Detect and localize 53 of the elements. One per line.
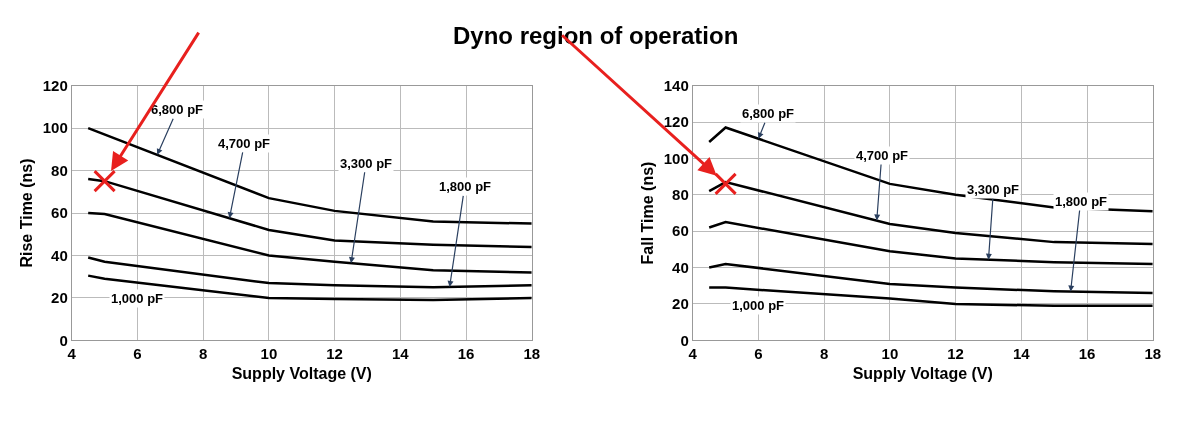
text: Dyno region of operation [453,22,739,49]
y-tick-label: 60 [51,204,68,222]
line-series [86,211,532,274]
y-tick-label: 120 [42,76,68,94]
x-tick-label: 8 [199,345,208,363]
text: 4,700 pF [218,136,271,151]
y-tick-label: 0 [680,331,689,349]
line-series [707,262,1153,295]
y-tick-label: 80 [672,186,689,204]
y-tick-label: 40 [672,258,689,276]
line-series [707,180,1153,246]
line-series [86,177,532,249]
y-axis-title: Fall Time (ns) [638,161,656,265]
x-tick-label: 4 [67,345,77,363]
x-tick-label: 4 [688,345,698,363]
y-tick-label: 60 [672,222,689,240]
text: 6,800 pF [151,102,204,117]
text: 3,300 pF [340,156,393,171]
line-series [86,256,532,289]
x-tick-label: 18 [523,345,541,363]
y-tick-label: 120 [663,113,689,131]
series-label: 6,800 pF [742,106,795,121]
text: 1,800 pF [1055,194,1108,209]
y-tick-label: 100 [663,149,689,167]
x-tick-label: 12 [326,345,343,363]
x-tick-label: 16 [1078,345,1096,363]
x-axis-title: Supply Voltage (V) [852,365,993,383]
line-series [86,126,532,225]
series-label: 1,000 pF [732,298,785,313]
x-axis-title: Supply Voltage (V) [231,365,372,383]
x-tick-label: 8 [820,345,829,363]
y-tick-label: 20 [672,295,689,313]
x-tick-label: 14 [1012,345,1031,363]
y-tick-label: 0 [59,331,68,349]
y-tick-label: 140 [663,76,689,94]
x-tick-label: 10 [881,345,899,363]
x-tick-label: 6 [754,345,763,363]
y-tick-label: 100 [42,119,68,137]
x-tick-label: 6 [133,345,142,363]
text: 4,700 pF [856,148,909,163]
line-series [707,220,1153,266]
x-tick-label: 12 [947,345,964,363]
series-label: 1,000 pF [111,291,164,306]
text: 1,800 pF [439,179,492,194]
x-tick-label: 16 [457,345,475,363]
y-tick-label: 80 [51,161,68,179]
x-tick-label: 14 [391,345,410,363]
y-axis-title: Rise Time (ns) [17,158,35,268]
x-tick-label: 18 [1144,345,1162,363]
y-tick-label: 20 [51,289,68,307]
text: 3,300 pF [967,182,1020,197]
y-tick-label: 40 [51,246,68,264]
x-tick-label: 10 [260,345,278,363]
